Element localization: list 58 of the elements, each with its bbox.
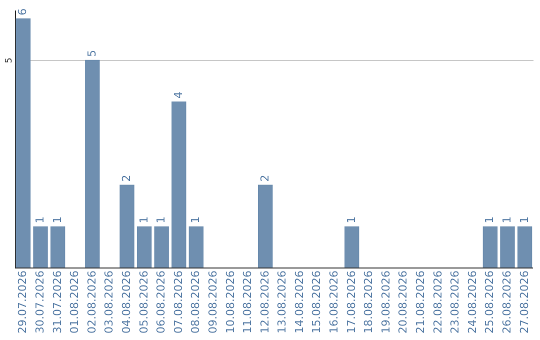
bar <box>188 226 204 268</box>
data-label: 4 <box>172 92 185 99</box>
bar <box>120 184 134 268</box>
x-tick-label: 29.07.2026 <box>16 270 30 334</box>
x-tick-label: 11.08.2026 <box>241 270 254 334</box>
x-tick-label: 27.08.2026 <box>518 270 531 334</box>
x-tick-label: 03.08.2026 <box>102 270 116 334</box>
x-tick-label: 18.08.2026 <box>362 270 376 334</box>
x-tick-label: 15.08.2026 <box>310 270 324 334</box>
x-tick-label: 19.08.2026 <box>379 270 392 334</box>
x-tick-label: 17.08.2026 <box>344 270 358 334</box>
x-tick-label: 08.08.2026 <box>189 270 202 334</box>
x-tick-label: 14.08.2026 <box>292 270 306 334</box>
data-label: 6 <box>16 8 30 16</box>
bar <box>154 226 169 268</box>
bar <box>136 226 152 268</box>
x-tick-label: 01.08.2026 <box>68 270 82 334</box>
bar <box>50 226 66 268</box>
x-tick-label: 02.08.2026 <box>85 270 98 334</box>
x-tick-label: 05.08.2026 <box>137 270 150 334</box>
x-tick-label: 10.08.2026 <box>224 270 237 334</box>
data-label: 1 <box>50 216 64 224</box>
x-tick-label: 31.07.2026 <box>50 270 64 334</box>
data-label: 1 <box>34 216 47 224</box>
x-tick-label: 30.07.2026 <box>34 270 47 334</box>
x-tick-label: 12.08.2026 <box>258 270 272 334</box>
bar <box>85 60 100 268</box>
bar <box>344 226 360 268</box>
data-label: 1 <box>154 216 168 224</box>
data-label: 2 <box>120 174 133 182</box>
x-tick-label: 22.08.2026 <box>431 270 444 334</box>
x-tick-label: 20.08.2026 <box>396 270 410 334</box>
bar <box>517 226 532 268</box>
data-label: 1 <box>344 216 358 224</box>
x-tick-label: 09.08.2026 <box>206 270 220 334</box>
bar <box>16 18 31 268</box>
data-label: 1 <box>137 216 150 224</box>
data-label: 2 <box>258 174 272 182</box>
x-tick-label: 13.08.2026 <box>276 270 289 334</box>
data-label: 1 <box>518 216 531 224</box>
x-tick-label: 06.08.2026 <box>154 270 168 334</box>
x-tick-label: 24.08.2026 <box>466 270 479 334</box>
bar <box>500 226 515 268</box>
bar <box>33 226 48 268</box>
bar <box>172 102 186 268</box>
bar <box>258 184 273 268</box>
x-tick-label: 21.08.2026 <box>414 270 428 334</box>
bar <box>482 226 498 268</box>
x-tick-label: 07.08.2026 <box>172 270 185 334</box>
data-label: 1 <box>500 216 514 224</box>
data-label: 1 <box>189 216 202 224</box>
x-tick-label: 04.08.2026 <box>120 270 133 334</box>
x-tick-label: 26.08.2026 <box>500 270 514 334</box>
data-label: 5 <box>85 50 98 57</box>
x-tick-label: 25.08.2026 <box>483 270 496 334</box>
x-tick-label: 23.08.2026 <box>448 270 462 334</box>
x-tick-label: 16.08.2026 <box>328 270 341 334</box>
data-label: 1 <box>483 216 496 224</box>
